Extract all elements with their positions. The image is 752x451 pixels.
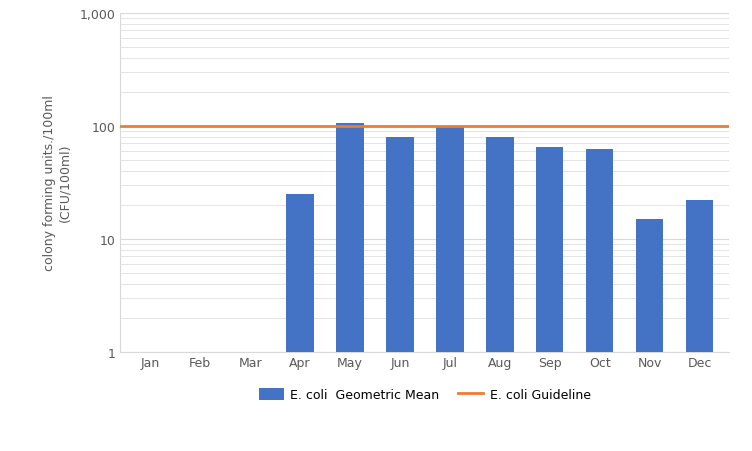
Bar xyxy=(436,126,463,451)
Bar xyxy=(636,219,663,451)
Bar xyxy=(486,137,514,451)
Bar xyxy=(686,200,713,451)
Legend: E. coli  Geometric Mean, E. coli Guideline: E. coli Geometric Mean, E. coli Guidelin… xyxy=(254,383,596,406)
Bar xyxy=(387,137,414,451)
Y-axis label: colony forming units./100ml
(CFU/100ml): colony forming units./100ml (CFU/100ml) xyxy=(44,95,71,271)
Bar xyxy=(336,124,364,451)
Bar xyxy=(586,150,614,451)
Bar xyxy=(536,147,563,451)
Bar xyxy=(287,194,314,451)
